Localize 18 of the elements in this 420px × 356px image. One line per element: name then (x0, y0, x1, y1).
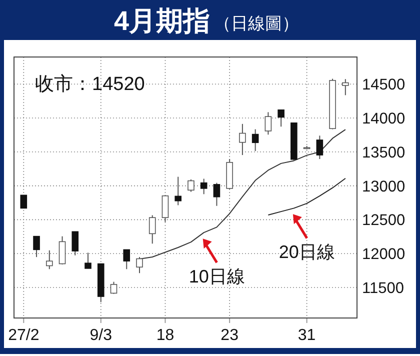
annotation: 收市：14520 (35, 73, 145, 95)
line-series (268, 178, 346, 216)
chart-subtitle: （日線圖） (214, 14, 299, 33)
x-tick-label: 27/2 (8, 327, 40, 344)
x-tick-label: 18 (156, 327, 174, 344)
y-tick-label: 13000 (362, 178, 406, 196)
y-tick-label: 13500 (362, 144, 406, 162)
x-tick-label: 9/3 (90, 327, 112, 344)
y-tick-label: 12000 (362, 246, 406, 264)
series-label: 20日線 (278, 242, 335, 262)
y-tick-label: 12500 (362, 212, 406, 230)
x-tick-label: 23 (220, 327, 239, 344)
chart-title: 4月期指 (114, 6, 210, 36)
y-tick-label: 11500 (362, 280, 404, 297)
y-tick-label: 14000 (362, 110, 406, 128)
x-tick-label: 31 (298, 327, 316, 344)
series-label: 10日線 (188, 266, 245, 287)
y-tick-label: 14500 (362, 76, 406, 94)
